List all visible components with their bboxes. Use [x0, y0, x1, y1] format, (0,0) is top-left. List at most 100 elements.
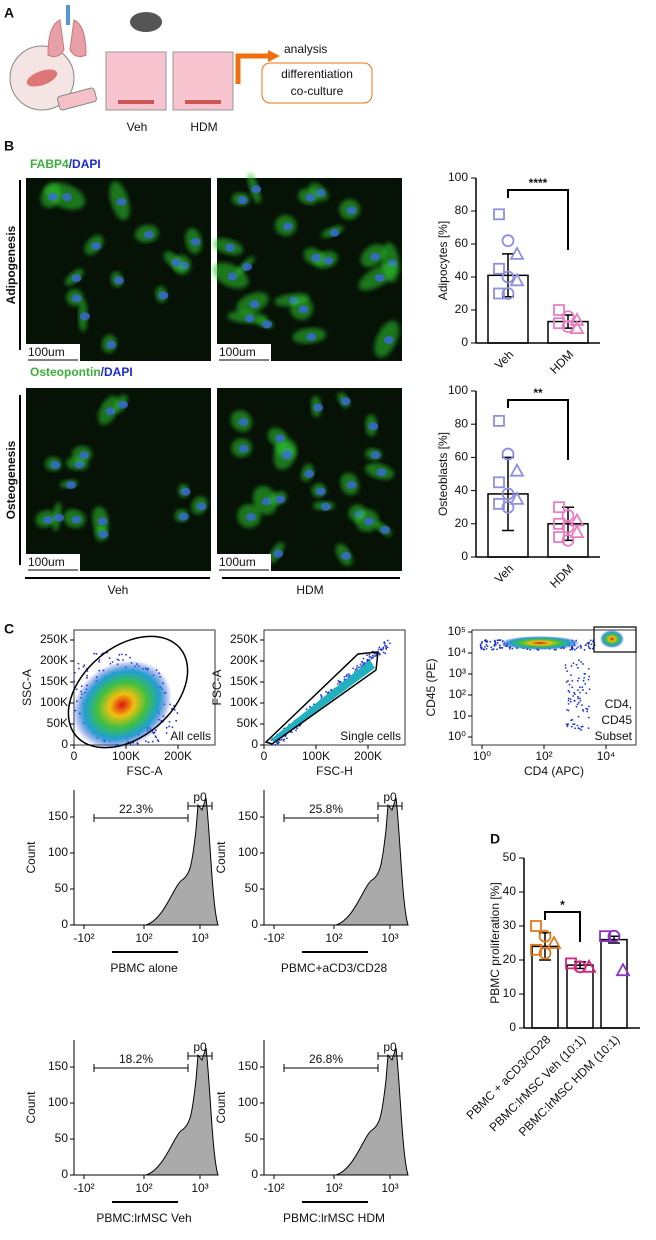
y-tick-label: 100K — [40, 695, 68, 709]
y-tick-label: 20 — [455, 302, 469, 316]
scale-bar-bg — [26, 344, 80, 361]
event — [485, 644, 488, 646]
event — [567, 702, 570, 705]
event — [279, 739, 281, 742]
event — [377, 648, 380, 651]
nucleus — [62, 193, 73, 202]
event — [385, 648, 388, 650]
nucleus — [71, 515, 82, 524]
y-axis-label: Count — [214, 841, 228, 874]
event — [577, 677, 580, 680]
event — [568, 691, 571, 693]
event — [175, 719, 178, 722]
gate-label: 26.8% — [309, 1052, 343, 1066]
event — [573, 723, 576, 726]
x-axis-label: PBMC alone — [110, 961, 178, 975]
point — [569, 524, 585, 538]
event — [481, 642, 483, 644]
gate — [283, 814, 379, 822]
point — [493, 414, 505, 427]
nucleus — [346, 206, 357, 215]
y-tick-label: 250K — [40, 632, 68, 646]
nucleus — [180, 487, 191, 496]
micrograph: 100um — [212, 172, 402, 361]
event — [565, 681, 568, 683]
event — [588, 705, 590, 708]
x-axis-label: PBMC:lrMSC HDM — [283, 1211, 385, 1225]
event — [339, 680, 342, 683]
y-tick-label: 60 — [455, 450, 469, 464]
nucleus — [196, 502, 207, 511]
gate-label: p0 — [193, 790, 207, 804]
plot-frame — [263, 629, 406, 746]
event — [382, 647, 385, 650]
nucleus — [304, 469, 315, 478]
y-tick-label: 80 — [455, 416, 469, 430]
y-tick-label: 150K — [230, 674, 258, 688]
gate — [67, 635, 189, 749]
panel-label: D — [490, 831, 500, 847]
event — [165, 732, 168, 734]
x-tick-label: 100K — [112, 749, 140, 763]
y-tick-label: 0 — [461, 549, 468, 563]
point — [501, 270, 515, 284]
point — [493, 262, 505, 275]
point — [561, 310, 575, 324]
nucleus — [311, 253, 322, 262]
event — [281, 738, 283, 741]
nucleus — [91, 242, 102, 251]
point — [509, 246, 525, 260]
event — [577, 715, 580, 718]
nucleus — [53, 513, 64, 522]
x-tick-label: -10² — [73, 1181, 94, 1195]
density — [72, 660, 172, 750]
y-tick-label: 30 — [503, 918, 517, 932]
point — [501, 487, 515, 501]
column-label: Veh — [108, 583, 129, 597]
y-axis-label: FSC-A — [210, 670, 224, 706]
nucleus — [158, 291, 169, 300]
event — [583, 649, 586, 651]
event — [589, 639, 592, 642]
event — [583, 672, 586, 675]
event — [108, 657, 111, 660]
event — [176, 712, 179, 714]
y-tick-label: 50 — [245, 1131, 259, 1145]
event — [168, 725, 171, 728]
x-tick-label: 10² — [535, 749, 552, 763]
nucleus — [273, 549, 284, 558]
gate-label: 25.8% — [309, 802, 343, 816]
x-tick-label: -10² — [263, 931, 284, 945]
event — [375, 654, 377, 657]
event — [580, 729, 583, 731]
nucleus — [346, 480, 357, 489]
y-tick-label: 100 — [48, 1095, 68, 1109]
scale-bar-bg — [26, 554, 80, 571]
event — [486, 645, 489, 648]
event — [496, 642, 499, 644]
event — [157, 740, 160, 743]
gate — [93, 814, 189, 822]
nucleus — [244, 314, 255, 323]
event — [585, 692, 588, 695]
event — [508, 647, 511, 650]
point — [599, 930, 611, 943]
event — [276, 742, 279, 745]
y-tick-label: 60 — [455, 236, 469, 250]
event — [577, 697, 580, 700]
gate-label: 18.2% — [119, 1052, 153, 1066]
event — [570, 719, 573, 722]
event — [569, 698, 572, 701]
event — [485, 647, 488, 650]
nucleus — [249, 300, 260, 309]
gate-p0 — [377, 1052, 403, 1060]
nucleus — [106, 340, 117, 349]
event — [86, 677, 88, 679]
event — [572, 723, 575, 726]
event — [566, 725, 569, 728]
event — [383, 641, 386, 644]
nucleus — [298, 305, 309, 314]
y-tick-label: 20 — [503, 952, 517, 966]
event — [122, 659, 124, 661]
